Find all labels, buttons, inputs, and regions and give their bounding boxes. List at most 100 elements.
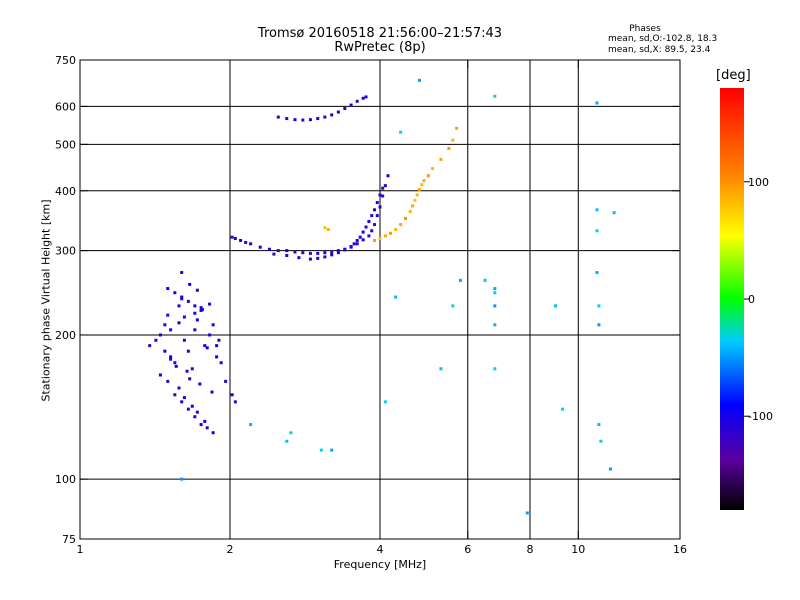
data-point: [169, 355, 173, 359]
data-point: [378, 236, 382, 240]
x-tick-label: 1: [77, 543, 84, 556]
data-point: [258, 245, 262, 249]
data-point: [285, 249, 289, 253]
data-point: [215, 344, 219, 348]
x-tick-label: 16: [673, 543, 687, 556]
data-point: [493, 323, 497, 327]
data-point: [301, 118, 305, 122]
data-point: [177, 321, 181, 325]
data-point: [180, 295, 184, 299]
colorbar-unit: [deg]: [716, 68, 751, 83]
data-point: [361, 96, 365, 100]
data-point: [319, 448, 323, 452]
data-point: [224, 379, 228, 383]
x-tick-label: 2: [227, 543, 234, 556]
data-point: [373, 238, 377, 242]
data-point: [193, 304, 197, 308]
data-point: [326, 228, 330, 232]
phase-stats-heading: Phases: [629, 24, 661, 34]
colorbar-tick-label: -100: [748, 410, 773, 423]
data-point: [451, 138, 455, 142]
data-point: [612, 211, 616, 215]
data-point: [188, 377, 192, 381]
data-point: [199, 306, 203, 310]
data-point: [415, 193, 419, 197]
data-point: [343, 107, 347, 111]
data-point: [364, 95, 368, 99]
data-point: [210, 390, 214, 394]
data-point: [426, 174, 430, 178]
data-point: [355, 238, 359, 242]
data-point: [399, 130, 403, 134]
data-point: [173, 291, 177, 295]
data-point: [182, 396, 186, 400]
data-point: [394, 295, 398, 299]
data-point: [420, 183, 424, 187]
grid-lines: [80, 60, 680, 539]
data-point: [219, 361, 223, 365]
data-point: [158, 333, 162, 337]
data-point: [323, 251, 327, 255]
data-point: [370, 214, 374, 218]
data-point: [180, 400, 184, 404]
x-tick-label: 4: [377, 543, 384, 556]
data-point: [451, 304, 455, 308]
data-point: [493, 94, 497, 98]
data-point: [330, 250, 334, 254]
data-point: [493, 304, 497, 308]
data-point: [373, 223, 377, 227]
data-point: [308, 118, 312, 122]
data-point: [166, 287, 170, 291]
data-point: [195, 288, 199, 292]
data-point: [378, 205, 382, 209]
y-tick-label: 500: [55, 138, 76, 151]
data-point: [185, 369, 189, 373]
y-tick-label: 100: [55, 473, 76, 486]
data-point: [163, 323, 167, 327]
data-point: [439, 367, 443, 371]
data-point: [447, 147, 451, 151]
data-point: [308, 257, 312, 261]
data-point: [308, 251, 312, 255]
data-point: [367, 234, 371, 238]
data-point: [343, 248, 347, 252]
data-point: [349, 244, 353, 248]
data-point: [349, 103, 353, 107]
data-point: [200, 308, 204, 312]
data-point: [383, 184, 387, 188]
data-point: [595, 271, 599, 275]
data-point: [285, 254, 289, 258]
data-point: [211, 431, 215, 435]
data-point: [439, 157, 443, 161]
x-tick-label: 10: [571, 543, 585, 556]
data-point: [355, 242, 359, 246]
data-points: [148, 78, 616, 515]
data-point: [417, 78, 421, 82]
data-point: [595, 229, 599, 233]
data-point: [169, 357, 173, 361]
data-point: [166, 313, 170, 317]
data-point: [330, 113, 334, 117]
data-point: [599, 439, 603, 443]
data-point: [399, 223, 403, 227]
data-point: [389, 231, 393, 235]
data-point: [422, 179, 426, 183]
data-point: [381, 186, 385, 190]
data-point: [230, 235, 234, 239]
data-point: [233, 400, 237, 404]
data-point: [177, 304, 181, 308]
data-point: [323, 255, 327, 259]
data-point: [239, 238, 243, 242]
x-tick-label: 6: [464, 543, 471, 556]
data-point: [177, 386, 181, 390]
data-point: [180, 297, 184, 301]
data-point: [208, 302, 212, 306]
data-point: [272, 252, 276, 256]
data-point: [182, 338, 186, 342]
data-point: [493, 287, 497, 291]
data-point: [211, 323, 215, 327]
data-point: [301, 251, 305, 255]
data-point: [370, 229, 374, 233]
